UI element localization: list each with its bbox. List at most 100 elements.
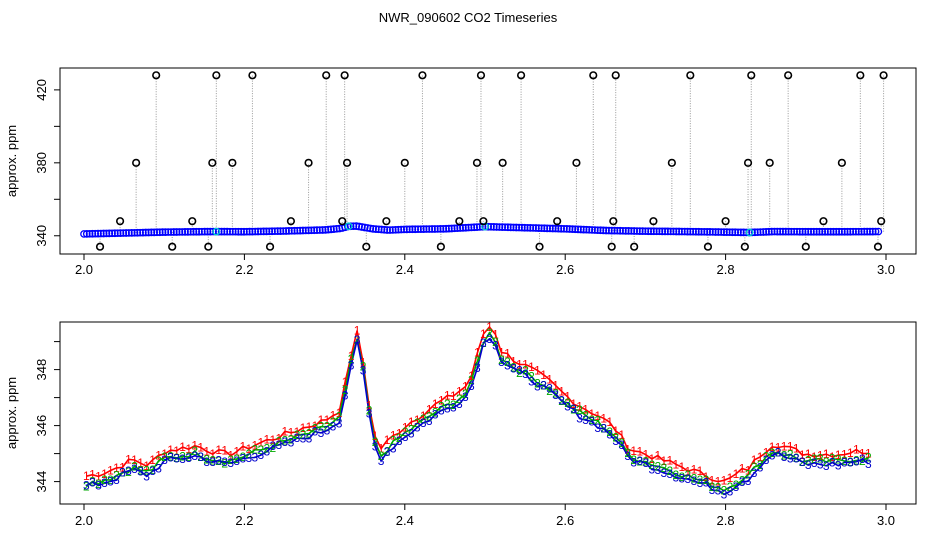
baseline-point [790,227,799,236]
series-3-marker: 3 [239,452,246,466]
baseline-point [374,225,383,234]
series-1-marker: 1 [480,327,487,341]
baseline-point [307,226,316,235]
baseline-point [854,227,863,236]
baseline-point [728,228,737,237]
outlier-point [212,71,221,80]
baseline-point [82,230,91,238]
outlier-point [286,217,296,226]
baseline-point [242,227,251,236]
outlier-point [188,217,197,226]
outlier-point [630,242,639,251]
series-3-marker: 3 [215,454,222,468]
series-3-marker: 3 [624,449,631,463]
baseline-point [560,224,568,233]
baseline-point [428,225,436,233]
baseline-point [245,227,254,236]
series-3-marker: 3 [648,462,655,476]
series-3-marker: 3 [588,414,595,428]
baseline-point [574,225,582,234]
series-2-marker: 2 [811,452,818,466]
baseline-point [453,224,462,233]
baseline-point [543,224,552,233]
series-1-marker: 1 [859,447,866,461]
series-1-marker: 1 [691,462,698,476]
series-2-marker: 2 [522,364,529,378]
series-3-marker: 3 [474,361,481,375]
series-3-marker: 3 [781,450,788,464]
baseline-point [697,227,706,236]
series-3-marker: 3 [233,454,240,468]
series-1-marker: 1 [667,453,674,467]
outlier-point [95,242,105,251]
series-3-marker: 3 [336,416,343,430]
bottom-series-lines [85,325,869,496]
baseline-point [532,224,540,232]
outlier-point [204,242,213,251]
series-1-marker: 1 [83,469,90,483]
series-3-marker: 3 [390,442,397,456]
series-1-marker: 1 [618,428,625,442]
series-2-marker: 2 [564,396,571,410]
baseline-point [91,229,100,238]
series-3-marker: 3 [119,465,126,479]
outlier-point [801,242,810,251]
series-3-marker: 3 [787,452,794,466]
series-3-marker: 3 [101,476,108,490]
series-2-marker: 2 [125,465,132,479]
series-1-marker: 1 [546,372,553,386]
baseline-point [397,225,406,234]
baseline-point [776,227,784,236]
series-2-marker: 2 [119,466,126,480]
baseline-point [265,227,274,236]
series-2-marker: 2 [390,434,397,448]
baseline-point [459,224,467,232]
baseline-point [352,222,361,230]
series-2-marker: 2 [245,447,252,461]
series-3-marker: 3 [564,400,571,414]
baseline-point [172,228,181,236]
series-3-marker: 3 [408,426,415,440]
series-1-marker: 1 [197,440,204,454]
series-2-marker: 2 [859,454,866,468]
series-3-marker: 3 [83,479,90,493]
series-1-marker: 1 [841,448,848,462]
series-3-marker: 3 [715,483,722,497]
series-2-marker: 2 [462,387,469,401]
baseline-point [812,227,821,236]
series-1-marker: 1 [300,421,307,435]
series-3-marker: 3 [618,438,625,452]
series-1-marker: 1 [769,440,776,454]
baseline-point [301,226,310,235]
baseline-point [217,227,226,236]
series-3-marker: 3 [709,483,716,497]
baseline-point [256,227,265,236]
series-1-marker: 1 [173,444,180,458]
baseline-point [450,224,459,233]
series-2-marker: 2 [504,355,511,369]
series-2-marker: 2 [143,464,150,478]
series-3-marker: 3 [510,361,517,375]
baseline-point [405,225,414,234]
series-1-marker: 1 [318,413,325,427]
baseline-point [383,226,392,234]
series-1-marker: 1 [751,453,758,467]
baseline-point [781,227,790,236]
outlier-point [476,71,486,80]
outlier-point [572,158,581,167]
baseline-point [99,229,108,238]
outlier-point [667,158,676,167]
series-3-marker: 3 [853,455,860,469]
top-plot-frame [59,67,917,255]
series-1-marker: 1 [438,394,445,408]
series-3-marker: 3 [594,421,601,435]
baseline-point [394,225,403,234]
series-1-marker: 1 [330,409,337,423]
series-2-marker: 2 [823,455,830,469]
series-1-marker: 1 [270,433,277,447]
baseline-point [178,228,187,236]
baseline-point [863,227,872,236]
series-3-marker: 3 [642,456,649,470]
x-tick-label: 3.0 [877,513,895,528]
series-3-marker: 3 [504,359,511,373]
